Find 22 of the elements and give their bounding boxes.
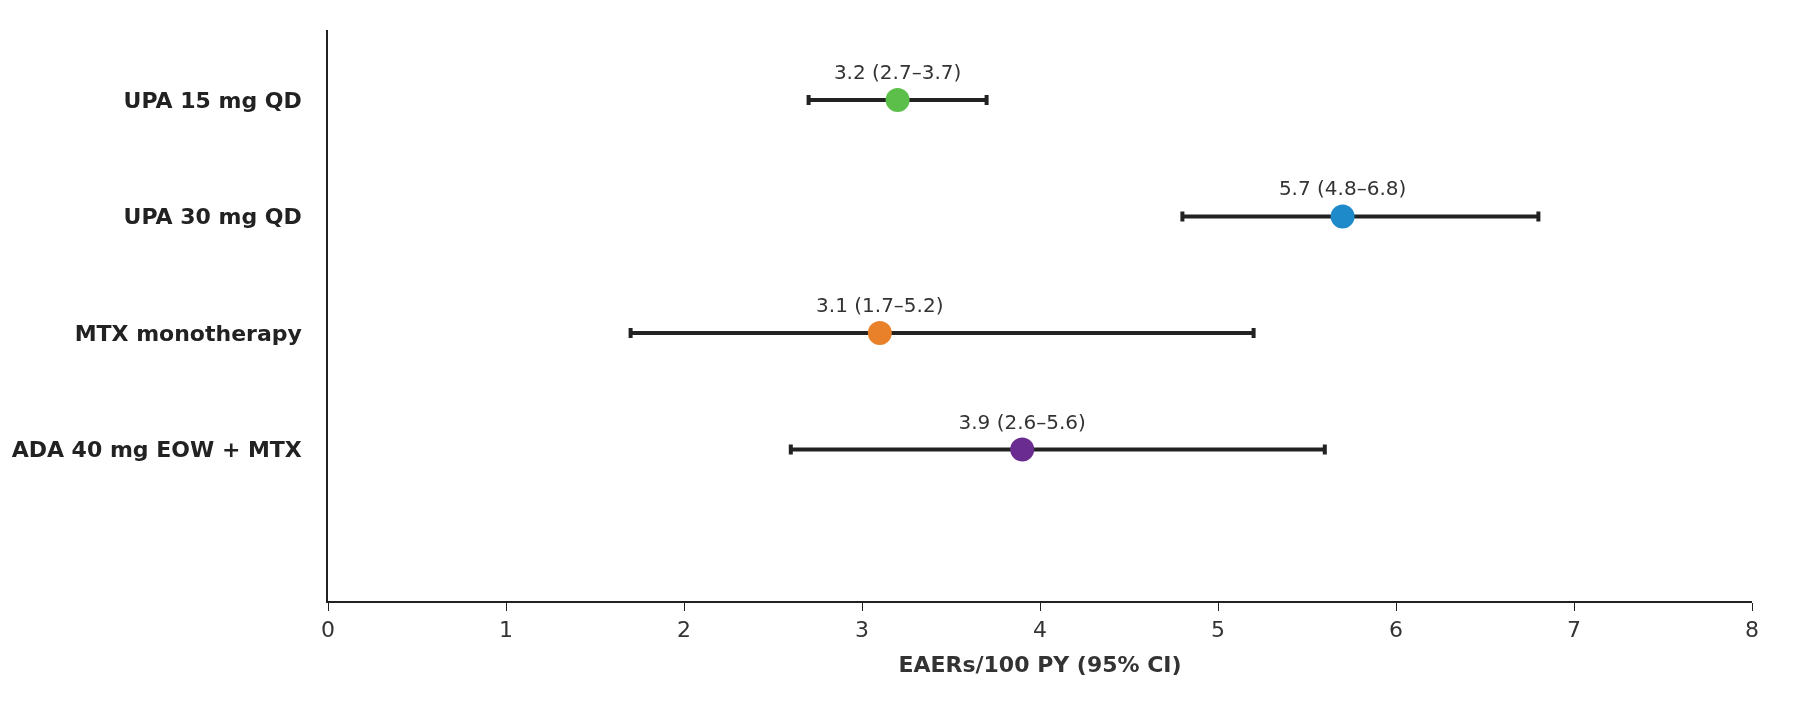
point bbox=[1010, 437, 1035, 462]
point bbox=[1330, 204, 1355, 229]
data-label: 3.2 (2.7–3.7) bbox=[833, 59, 962, 84]
data-label: 3.9 (2.6–5.6) bbox=[958, 409, 1086, 434]
x-tick-label: 1 bbox=[499, 617, 513, 643]
point bbox=[885, 87, 910, 112]
x-tick-label: 8 bbox=[1745, 617, 1759, 643]
x-tick-label: 7 bbox=[1567, 617, 1581, 643]
point bbox=[867, 320, 892, 345]
x-tick-label: 3 bbox=[855, 617, 869, 643]
x-tick-label: 6 bbox=[1389, 617, 1403, 643]
data-label: 5.7 (4.8–6.8) bbox=[1278, 176, 1407, 201]
x-tick-label: 5 bbox=[1211, 617, 1225, 643]
y-tick-label: ADA 40 mg EOW + MTX bbox=[11, 437, 302, 463]
x-axis-title: EAERs/100 PY (95% CI) bbox=[898, 651, 1182, 677]
x-tick-label: 0 bbox=[321, 617, 335, 643]
data-label: 3.1 (1.7–5.2) bbox=[816, 292, 944, 317]
y-tick-label: UPA 15 mg QD bbox=[123, 87, 302, 113]
x-tick-label: 2 bbox=[677, 617, 691, 643]
y-tick-label: MTX monotherapy bbox=[74, 320, 302, 346]
y-tick-label: UPA 30 mg QD bbox=[123, 204, 302, 230]
x-tick-label: 4 bbox=[1033, 617, 1047, 643]
